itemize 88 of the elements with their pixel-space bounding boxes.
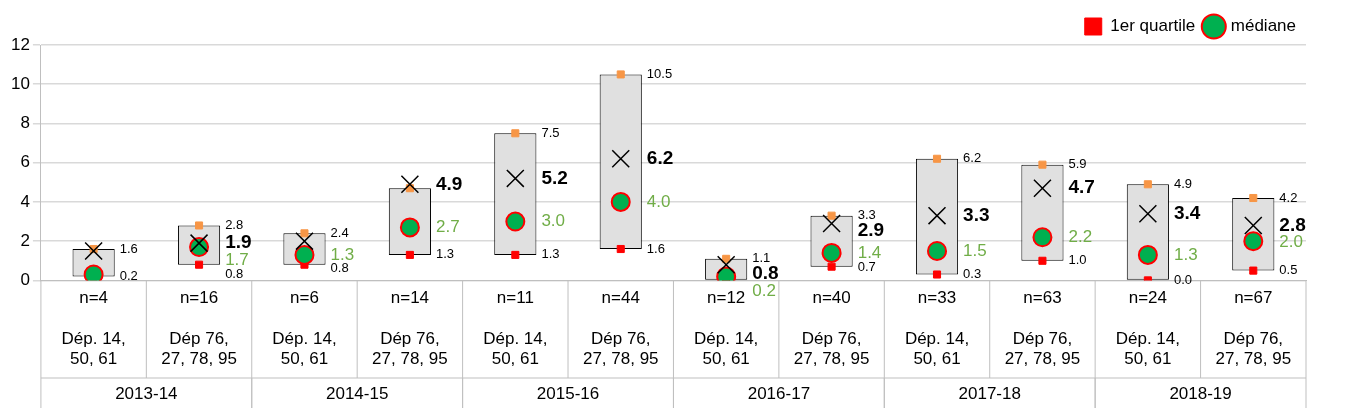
point <box>1033 178 1052 198</box>
point <box>511 129 520 138</box>
point <box>1249 193 1258 203</box>
category-label: n=33 Dép. 14, 50, 61 <box>904 288 970 369</box>
point <box>1137 244 1158 265</box>
data-label: 0.3 <box>963 266 982 282</box>
point <box>511 250 520 259</box>
point <box>827 211 836 220</box>
point <box>195 221 204 230</box>
data-label: 2.7 <box>435 217 460 237</box>
category-label: n=4 Dép. 14, 50, 61 <box>61 288 126 369</box>
point <box>506 169 525 188</box>
y-tick-label: 2 <box>20 230 30 250</box>
data-label: 1.0 <box>1068 252 1087 268</box>
data-label: 3.3 <box>963 203 990 225</box>
data-label: 2.0 <box>1279 232 1304 252</box>
data-label: 1.3 <box>1173 244 1198 264</box>
point <box>616 244 625 254</box>
data-label: 6.2 <box>646 147 674 169</box>
point <box>300 229 309 238</box>
data-label: 1.6 <box>646 240 665 256</box>
point <box>1038 256 1047 265</box>
point <box>932 154 942 163</box>
data-label: 4.9 <box>435 172 463 194</box>
category-label: n=16 Dép 76, 27, 78, 95 <box>161 288 237 369</box>
text: 2013-14 <box>115 383 178 403</box>
data-label: 1.3 <box>541 246 560 262</box>
data-label: 2.2 <box>1068 226 1093 246</box>
point <box>1249 266 1258 275</box>
point <box>1032 227 1053 248</box>
point <box>821 242 842 263</box>
y-tick-label: 10 <box>10 73 30 93</box>
y-tick-label: 8 <box>20 113 30 133</box>
category-label: n=6 Dép. 14, 50, 61 <box>272 288 337 369</box>
point <box>611 149 630 169</box>
data-label: 2.8 <box>1279 213 1306 235</box>
category-label: n=40 Dép 76, 27, 78, 95 <box>793 288 870 369</box>
y-tick-label: 0 <box>20 270 30 290</box>
category-label: n=44 Dép 76, 27, 78, 95 <box>582 288 659 369</box>
data-label: 3.4 <box>1173 201 1201 223</box>
data-label: 3.0 <box>541 211 566 231</box>
point <box>822 214 841 233</box>
point <box>927 240 948 261</box>
category-label: n=67 Dép 76, 27, 78, 95 <box>1215 288 1292 369</box>
category-label: n=63 Dép 76, 27, 78, 95 <box>1004 288 1081 369</box>
data-label: 5.9 <box>1068 156 1087 172</box>
category-label: n=11 Dép. 14, 50, 61 <box>483 288 548 369</box>
data-label: 1.3 <box>435 246 455 262</box>
data-label: 4.0 <box>646 191 671 211</box>
point <box>610 191 631 212</box>
point <box>616 70 625 79</box>
data-label: 5.2 <box>541 166 568 188</box>
point <box>405 250 414 259</box>
point <box>1138 204 1158 223</box>
text: 2015-16 <box>536 383 600 403</box>
data-label: 10.5 <box>646 66 673 81</box>
point <box>400 175 420 194</box>
data-label: 0.2 <box>119 268 138 284</box>
data-label: 1.6 <box>119 240 138 256</box>
legend-label: 1er quartile <box>1110 16 1196 36</box>
text: 2016-17 <box>747 383 811 403</box>
data-label: 0.5 <box>1279 262 1298 278</box>
point <box>1143 180 1152 189</box>
text: 2017-18 <box>958 383 1021 403</box>
point <box>1038 160 1047 169</box>
y-tick-label: 4 <box>20 191 30 211</box>
y-tick-label: 6 <box>20 152 30 172</box>
point <box>195 260 204 269</box>
point <box>927 206 947 225</box>
point <box>827 262 836 271</box>
data-label: 6.2 <box>963 150 982 166</box>
data-label: 4.9 <box>1173 175 1193 191</box>
data-label: 4.2 <box>1279 189 1298 205</box>
category-label: n=14 Dép 76, 27, 78, 95 <box>372 288 448 369</box>
data-label: 2.8 <box>225 217 244 233</box>
data-label: 7.5 <box>541 124 560 140</box>
point <box>505 211 526 232</box>
category-label: n=24 Dép. 14, 50, 61 <box>1115 288 1180 369</box>
point <box>932 270 942 279</box>
legend-label: médiane <box>1230 16 1297 36</box>
y-tick-label: 12 <box>10 34 30 54</box>
data-label: 2.4 <box>330 224 349 240</box>
text: 2014-15 <box>325 383 389 403</box>
text: 2018-19 <box>1169 383 1232 403</box>
point <box>84 241 103 261</box>
data-label: 1.5 <box>963 240 987 260</box>
data-label: 0.0 <box>1173 271 1193 287</box>
data-label: 4.7 <box>1068 176 1095 198</box>
